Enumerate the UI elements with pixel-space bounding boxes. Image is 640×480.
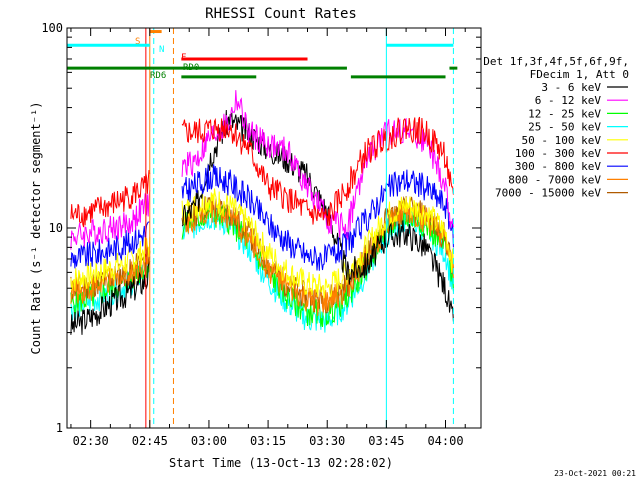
legend-label: 100 - 300 keV <box>515 147 601 160</box>
series-line-5 <box>70 116 454 228</box>
series-layer <box>70 90 454 335</box>
series-line-4 <box>70 188 454 299</box>
series-line-7 <box>70 196 454 317</box>
legend-label: 50 - 100 keV <box>522 134 602 147</box>
y-tick-label: 100 <box>41 21 63 35</box>
x-tick-label: 03:00 <box>191 434 227 448</box>
x-tick-label: 02:30 <box>73 434 109 448</box>
legend-label: 3 - 6 keV <box>541 81 601 94</box>
flag-label: F <box>181 53 186 63</box>
footer-date: 23-Oct-2021 00:21 <box>554 469 636 478</box>
legend-label: 300 - 800 keV <box>515 160 601 173</box>
legend-label: 6 - 12 keV <box>535 94 602 107</box>
x-tick-label: 02:45 <box>132 434 168 448</box>
legend-header: FDecim 1, Att 0 <box>530 68 629 81</box>
flag-label: RD6 <box>150 71 166 81</box>
chart-title: RHESSI Count Rates <box>205 6 357 22</box>
legend-header: Det 1f,3f,4f,5f,6f,9f, <box>483 55 629 68</box>
x-tick-label: 04:00 <box>427 434 463 448</box>
legend-label: 25 - 50 keV <box>528 121 601 134</box>
x-tick-label: 03:15 <box>250 434 286 448</box>
x-tick-label: 03:30 <box>309 434 345 448</box>
flag-label: RD0 <box>183 63 199 73</box>
legend-label: 800 - 7000 keV <box>508 173 601 186</box>
legend-label: 12 - 25 keV <box>528 107 601 120</box>
y-axis-label: Count Rate (s⁻¹ detector segment⁻¹) <box>29 102 43 355</box>
x-tick-label: 03:45 <box>368 434 404 448</box>
flag-label: N <box>159 45 164 55</box>
vertical-markers <box>145 28 454 428</box>
y-axis: 1 10 100 <box>41 21 481 435</box>
legend-label: 7000 - 15000 keV <box>495 187 601 200</box>
x-axis-label: Start Time (13-Oct-13 02:28:02) <box>169 456 393 470</box>
legend: Det 1f,3f,4f,5f,6f,9f,FDecim 1, Att 03 -… <box>483 55 629 200</box>
flag-label: S <box>135 37 140 47</box>
x-axis: 02:30 02:45 03:00 03:15 03:30 03:45 04:00 <box>70 28 466 448</box>
y-tick-label: 1 <box>56 421 63 435</box>
y-tick-label: 10 <box>49 221 63 235</box>
